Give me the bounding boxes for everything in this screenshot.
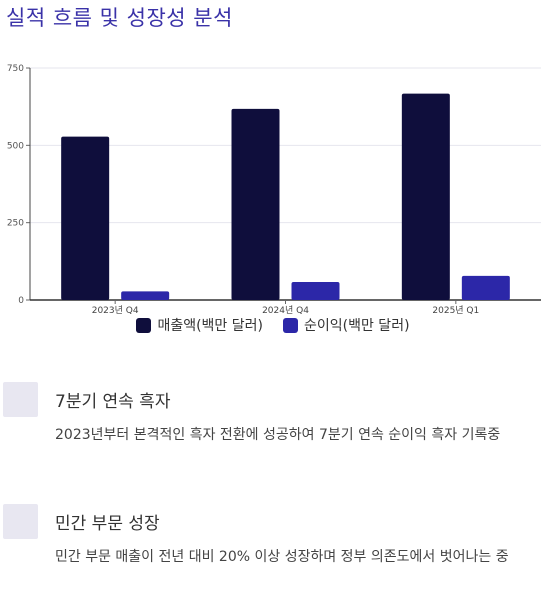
legend-swatch-revenue <box>136 317 152 333</box>
legend-swatch-profit <box>283 317 298 333</box>
legend-label-revenue: 매출액(백만 달러) <box>157 318 263 334</box>
y-tick-label: 750 <box>7 64 24 74</box>
feature-title: 민간 부문 성장 <box>55 514 160 534</box>
x-tick-label: 2024년 Q4 <box>262 305 309 316</box>
bar-revenue-0 <box>61 136 110 300</box>
feature-description: 2023년부터 본격적인 흑자 전환에 성공하여 7분기 연속 순이익 흑자 기… <box>55 427 501 443</box>
feature-title: 7분기 연속 흑자 <box>55 392 171 412</box>
legend-item-revenue[interactable]: 매출액(백만 달러) <box>136 315 263 335</box>
bar-revenue-2 <box>401 93 450 300</box>
legend-label-profit: 순이익(백만 달러) <box>304 318 410 334</box>
y-tick-label: 500 <box>7 141 24 151</box>
bar-profit-0 <box>121 291 170 300</box>
revenue-profit-bar-chart: 0 250 500 750 2023년 Q4 2024년 Q4 2025년 Q1 <box>7 64 541 316</box>
chart-legend: 매출액(백만 달러) 순이익(백만 달러) <box>0 315 546 335</box>
x-tick-label: 2023년 Q4 <box>92 305 139 316</box>
feature-description: 민간 부문 매출이 전년 대비 20% 이상 성장하며 정부 의존도에서 벗어나… <box>55 549 509 565</box>
bar-profit-1 <box>291 282 340 300</box>
feature-icon-box <box>3 504 38 539</box>
y-tick-label: 0 <box>18 296 24 306</box>
y-tick-label: 250 <box>7 219 24 229</box>
x-tick-label: 2025년 Q1 <box>432 305 479 316</box>
page-title: 실적 흐름 및 성장성 분석 <box>6 6 233 30</box>
feature-icon-box <box>3 382 38 417</box>
bar-revenue-1 <box>231 108 280 300</box>
bar-profit-2 <box>461 275 510 300</box>
legend-item-profit[interactable]: 순이익(백만 달러) <box>283 315 410 335</box>
